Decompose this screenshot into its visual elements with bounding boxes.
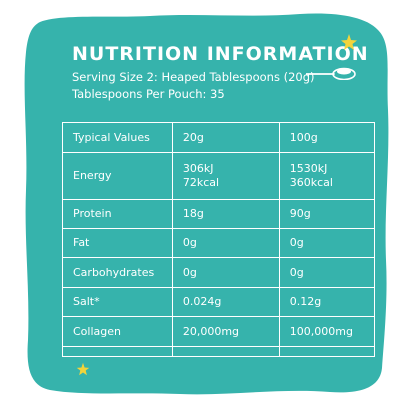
serving-size-text: Serving Size 2: Heaped Tablespoons (20g) bbox=[72, 70, 315, 84]
table-header-cell: 20g bbox=[171, 122, 280, 153]
row-label: Fat bbox=[62, 228, 173, 258]
row-label: Protein bbox=[62, 199, 173, 229]
table-row: Carbohydrates 0g 0g bbox=[62, 257, 376, 288]
value-line: 306kJ bbox=[182, 162, 214, 175]
per-pouch-text: Tablespoons Per Pouch: 35 bbox=[72, 87, 225, 101]
value-100g: 0g bbox=[278, 228, 376, 258]
value-20g: 0g bbox=[171, 257, 280, 288]
value-100g: 1530kJ 360kcal bbox=[278, 152, 376, 200]
value-20g: 18g bbox=[171, 199, 280, 229]
value-100g: 0.12g bbox=[278, 287, 376, 317]
table-header-row: Typical Values 20g 100g bbox=[62, 122, 376, 153]
nutrition-title: NUTRITION INFORMATION bbox=[72, 43, 369, 65]
value-100g: 90g bbox=[278, 199, 376, 229]
value-100g: 100,000mg bbox=[278, 316, 376, 347]
table-row: Salt* 0.024g 0.12g bbox=[62, 287, 376, 317]
value-20g: 306kJ 72kcal bbox=[171, 152, 280, 200]
nutrition-table: Typical Values 20g 100g Energy 306kJ 72k… bbox=[62, 122, 376, 357]
table-row: Fat 0g 0g bbox=[62, 228, 376, 258]
star-icon bbox=[341, 34, 357, 50]
star-icon bbox=[76, 362, 90, 376]
table-row: Protein 18g 90g bbox=[62, 199, 376, 229]
table-row: Collagen 20,000mg 100,000mg bbox=[62, 316, 376, 347]
table-header-cell: 100g bbox=[278, 122, 376, 153]
value-line: 1530kJ bbox=[289, 162, 328, 175]
row-label: Salt* bbox=[62, 287, 173, 317]
value-100g: 0g bbox=[278, 257, 376, 288]
table-row: Energy 306kJ 72kcal 1530kJ 360kcal bbox=[62, 152, 376, 200]
value-line: 72kcal bbox=[182, 176, 220, 189]
value-20g: 0g bbox=[171, 228, 280, 258]
row-label: Carbohydrates bbox=[62, 257, 173, 288]
value-line: 360kcal bbox=[289, 176, 333, 189]
value-20g: 0.024g bbox=[171, 287, 280, 317]
table-header-cell: Typical Values bbox=[62, 122, 173, 153]
value-20g: 20,000mg bbox=[171, 316, 280, 347]
table-footer-row bbox=[62, 346, 376, 357]
row-label: Energy bbox=[62, 152, 173, 200]
spoon-icon bbox=[306, 67, 356, 80]
row-label: Collagen bbox=[62, 316, 173, 347]
